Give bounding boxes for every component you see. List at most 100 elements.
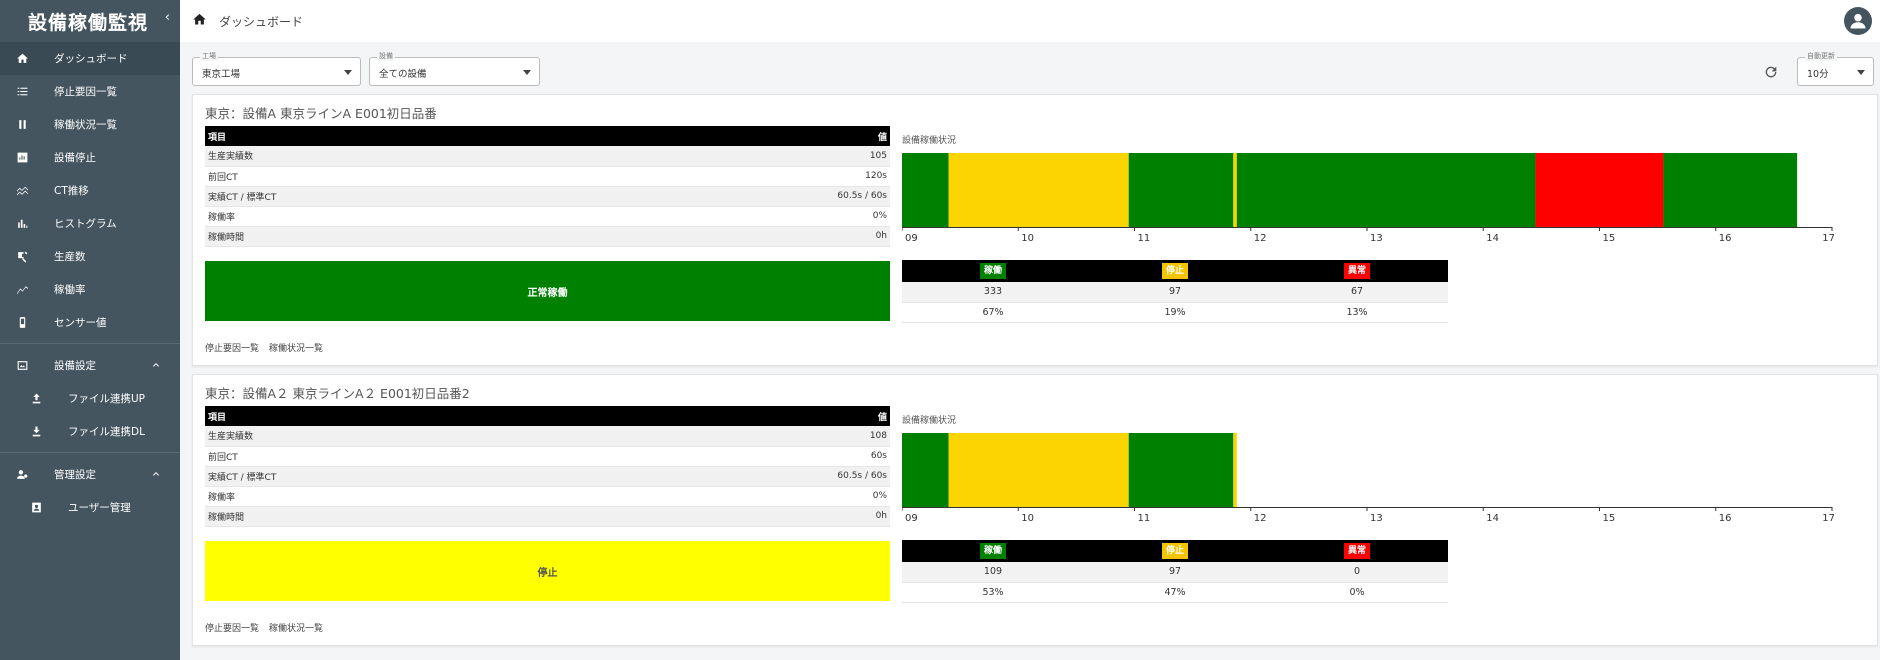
stat-value: 60.5s / 60s xyxy=(596,186,890,207)
upload-icon xyxy=(28,391,44,407)
sidebar-subitem[interactable]: ファイル連携UP xyxy=(0,382,180,415)
sidebar-item[interactable]: センサー値 xyxy=(0,306,180,339)
stat-label: 稼働率 xyxy=(205,206,597,227)
card-link[interactable]: 停止要因一覧 xyxy=(205,344,260,354)
card-link[interactable]: 稼働状況一覧 xyxy=(269,344,324,354)
count-header: 停止 xyxy=(1084,540,1266,562)
factory-select[interactable]: 工場 東京工場 xyxy=(192,51,361,86)
sidebar-item[interactable]: 生産数 xyxy=(0,240,180,273)
stat-value: 105 xyxy=(596,146,890,167)
status-badge: 停止 xyxy=(1161,543,1188,559)
counts-row: 333 97 67 xyxy=(902,282,1448,303)
card-link[interactable]: 稼働状況一覧 xyxy=(269,624,324,634)
timeline-tick-label: 14 xyxy=(1486,513,1499,524)
sidebar-item[interactable]: CT推移 xyxy=(0,174,180,207)
stat-value: 0h xyxy=(596,506,890,527)
percent-row: 67% 19% 13% xyxy=(902,302,1448,323)
status-badge: 停止 xyxy=(1161,263,1188,279)
count-header: 稼働 xyxy=(902,260,1084,282)
stat-label: 生産実績数 xyxy=(205,426,597,447)
timeline-tick-label: 09 xyxy=(905,513,918,524)
timeline-segment-run xyxy=(1236,153,1536,227)
sidebar-item-label: CT推移 xyxy=(54,185,89,197)
timeline-tick-label: 13 xyxy=(1370,513,1383,524)
count-percent: 67% xyxy=(902,302,1084,323)
factory-select-label: 工場 xyxy=(200,51,218,61)
stat-label: 前回CT xyxy=(205,446,597,467)
sidebar-collapse-button[interactable]: ‹ xyxy=(164,10,170,25)
equipment-card: 東京：設備A 東京ラインA E001初日品番 項目値生産実績数 105 前回CT 120… xyxy=(192,94,1878,366)
sidebar-item[interactable]: 設備停止 xyxy=(0,141,180,174)
stats-row: 稼働率 0% xyxy=(205,206,890,227)
sidebar-subitem[interactable]: ファイル連携DL xyxy=(0,415,180,448)
timeline-title: 設備稼働状況 xyxy=(902,416,957,426)
sidebar-group[interactable]: 管理設定 xyxy=(0,457,180,491)
group-icon xyxy=(14,357,30,373)
count-header: 稼働 xyxy=(902,540,1084,562)
download-icon xyxy=(28,424,44,440)
sidebar-item[interactable]: 停止要因一覧 xyxy=(0,75,180,108)
timeline-tick-label: 17 xyxy=(1822,233,1835,244)
stat-label: 前回CT xyxy=(205,166,597,187)
timeline-title: 設備稼働状況 xyxy=(902,136,957,146)
count-value: 0 xyxy=(1266,562,1448,583)
count-percent: 13% xyxy=(1266,302,1448,323)
stats-row: 前回CT 60s xyxy=(205,446,890,467)
home-icon[interactable] xyxy=(192,12,207,31)
stat-value: 0h xyxy=(596,226,890,247)
sidebar-item[interactable]: ダッシュボード xyxy=(0,42,180,75)
timeline-tick-label: 15 xyxy=(1603,513,1616,524)
sidebar-item[interactable]: ヒストグラム xyxy=(0,207,180,240)
stats-row: 生産実績数 105 xyxy=(205,146,890,167)
sidebar-item[interactable]: 稼働率 xyxy=(0,273,180,306)
stat-value: 0% xyxy=(596,206,890,227)
counts-table: 稼働 停止 異常 333 97 67 67% 19% 13% xyxy=(902,260,1448,323)
timeline-segment-run xyxy=(1128,433,1234,507)
status-indicator: 正常稼働 xyxy=(205,261,890,321)
timeline-tick-label: 13 xyxy=(1370,233,1383,244)
user-manage-icon xyxy=(28,500,44,516)
status-badge: 異常 xyxy=(1343,543,1370,559)
histogram-icon xyxy=(14,216,30,232)
count-value: 67 xyxy=(1266,282,1448,303)
status-text: 正常稼働 xyxy=(527,287,568,299)
sidebar: 設備稼働監視 ‹ ダッシュボード 停止要因一覧 稼働状況一覧設備停止 CT推移ヒストグ… xyxy=(0,0,180,660)
sidebar-item-label: 稼働率 xyxy=(54,284,86,296)
sidebar-group[interactable]: 設備設定 xyxy=(0,348,180,382)
count-percent: 19% xyxy=(1084,302,1266,323)
timeline-segment-stop xyxy=(948,153,1129,227)
timeline-segment-run xyxy=(902,153,949,227)
equipment-select[interactable]: 設備 全ての設備 xyxy=(369,51,540,86)
top-bar: ダッシュボード xyxy=(180,0,1880,42)
sidebar-header: 設備稼働監視 ‹ xyxy=(0,0,180,42)
user-avatar-icon[interactable] xyxy=(1844,7,1872,35)
status-badge: 稼働 xyxy=(979,543,1006,559)
count-percent: 47% xyxy=(1084,582,1266,603)
chevron-down-icon xyxy=(344,70,352,75)
status-badge: 異常 xyxy=(1343,263,1370,279)
timeline-tick-label: 12 xyxy=(1254,233,1267,244)
timeline-svg: 09 10 11 12 13 14 15 16 17 xyxy=(902,433,1835,524)
sidebar-group-label: 管理設定 xyxy=(54,468,96,481)
timeline-tick-label: 14 xyxy=(1486,233,1499,244)
sidebar-item-label: 設備停止 xyxy=(54,152,96,164)
refresh-icon[interactable] xyxy=(1763,64,1779,80)
chevron-down-icon xyxy=(1857,70,1865,75)
count-value: 97 xyxy=(1084,562,1266,583)
sidebar-subitem-label: ファイル連携DL xyxy=(68,426,145,438)
count-header: 停止 xyxy=(1084,260,1266,282)
stats-row: 稼働時間 0h xyxy=(205,506,890,527)
stats-row: 実績CT / 標準CT 60.5s / 60s xyxy=(205,466,890,487)
stat-label: 生産実績数 xyxy=(205,146,597,167)
percent-row: 53% 47% 0% xyxy=(902,582,1448,603)
sidebar-item[interactable]: 稼働状況一覧 xyxy=(0,108,180,141)
auto-refresh-select[interactable]: 自動更新 10分 xyxy=(1797,51,1874,86)
trend-icon xyxy=(14,183,30,199)
stat-value: 0% xyxy=(596,486,890,507)
timeline-tick-label: 09 xyxy=(905,233,918,244)
count-percent: 0% xyxy=(1266,582,1448,603)
timeline-tick-label: 16 xyxy=(1719,513,1732,524)
card-link[interactable]: 停止要因一覧 xyxy=(205,624,260,634)
group-icon xyxy=(14,466,30,482)
sidebar-subitem[interactable]: ユーザー管理 xyxy=(0,491,180,524)
